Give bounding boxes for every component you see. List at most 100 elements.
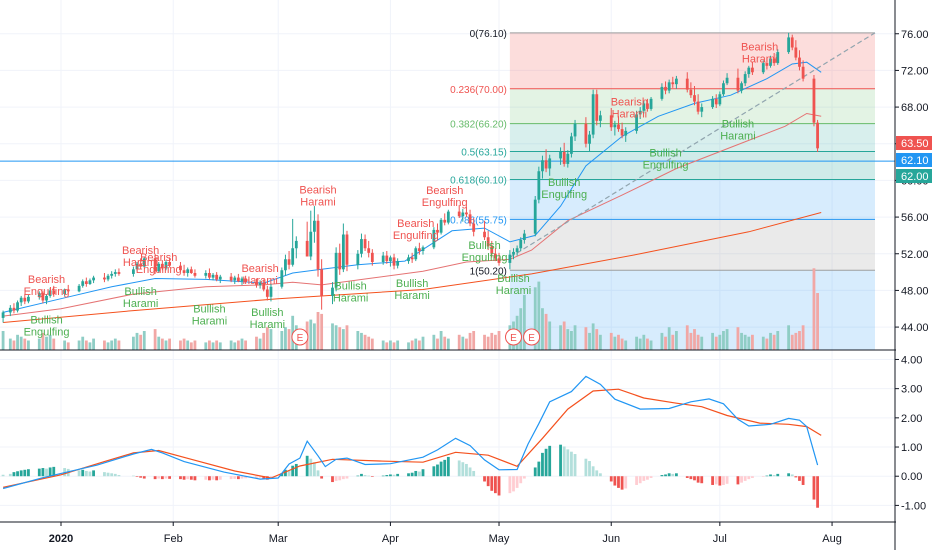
histogram-bar xyxy=(81,469,85,477)
volume-bar xyxy=(660,332,664,350)
pattern-label: Bearish xyxy=(426,185,463,197)
histogram-bar xyxy=(740,476,743,483)
candle-body xyxy=(446,211,450,223)
signal-line xyxy=(2,388,822,488)
histogram-bar xyxy=(566,449,570,477)
histogram-bar xyxy=(522,476,526,479)
histogram-bar xyxy=(736,476,740,485)
histogram-bar xyxy=(48,467,52,477)
histogram-bar xyxy=(23,469,27,477)
pattern-label: Harami xyxy=(123,257,158,269)
candle-body xyxy=(675,78,678,85)
volume-bar xyxy=(685,325,689,350)
histogram-bar xyxy=(88,471,92,477)
candle-body xyxy=(671,82,675,85)
candle-body xyxy=(620,129,624,136)
candle-body xyxy=(490,246,494,254)
volume-bar xyxy=(743,334,747,350)
candle-body xyxy=(218,276,222,280)
histogram-bar xyxy=(664,474,667,477)
candle-body xyxy=(381,255,385,262)
volume-bar xyxy=(309,319,313,350)
histogram-bar xyxy=(291,465,295,477)
candle-body xyxy=(103,277,106,280)
macd-axis-label: -1.00 xyxy=(901,500,926,512)
histogram-bar xyxy=(675,473,678,477)
histogram-bar xyxy=(544,448,548,477)
histogram-bar xyxy=(8,473,12,477)
histogram-bar xyxy=(765,475,769,477)
histogram-bar xyxy=(157,476,161,479)
pattern-label: Engulfing xyxy=(136,264,182,276)
histogram-bar xyxy=(432,466,436,477)
volume-bar xyxy=(19,336,23,350)
candle-body xyxy=(609,115,613,128)
candle-body xyxy=(486,237,490,247)
volume-bar xyxy=(258,338,262,350)
volume-bar xyxy=(284,327,287,350)
volume-bar xyxy=(331,323,334,350)
volume-bar xyxy=(446,338,450,350)
candle-body xyxy=(638,110,642,115)
price-tag-label: 63.50 xyxy=(901,138,929,150)
candle-body xyxy=(66,289,70,292)
candle-body xyxy=(533,199,537,234)
candle-body xyxy=(519,240,523,249)
histogram-bar xyxy=(113,473,117,477)
time-axis-label: Apr xyxy=(382,533,399,545)
pattern-label: Engulfing xyxy=(643,160,689,172)
volume-bar xyxy=(751,334,754,350)
histogram-bar xyxy=(168,476,171,479)
volume-bar xyxy=(522,294,526,350)
histogram-bar xyxy=(287,470,291,477)
macd-axis: 4.00 3.00 2.00 1.00 0.00 -1.00 xyxy=(895,354,926,512)
histogram-bar xyxy=(591,466,595,477)
histogram-bar xyxy=(164,476,168,479)
histogram-bar xyxy=(284,469,287,477)
histogram-bar xyxy=(667,473,671,477)
candle-body xyxy=(63,289,67,295)
pattern-label: Harami xyxy=(250,319,285,331)
volume-bar xyxy=(620,338,624,350)
volume-bar xyxy=(696,334,700,350)
earnings-marker xyxy=(505,328,522,346)
volume-bar xyxy=(182,338,186,350)
candle-body xyxy=(689,89,693,96)
histogram-bar xyxy=(436,464,439,477)
candle-body xyxy=(84,281,88,284)
pattern-label: Harami xyxy=(242,275,277,287)
candle-body xyxy=(334,252,338,288)
candle-body xyxy=(135,263,139,270)
volume-bar xyxy=(667,327,671,350)
candle-body xyxy=(548,158,552,169)
candle-body xyxy=(664,86,667,91)
fib-level-label: 0.618(60.10) xyxy=(450,176,507,187)
candle-body xyxy=(816,122,819,149)
price-axis-label: 52.00 xyxy=(901,249,929,261)
histogram-bar xyxy=(769,474,772,477)
histogram-bar xyxy=(624,476,628,489)
volume-bar xyxy=(421,336,425,350)
pattern-label: Bullish xyxy=(548,177,580,189)
candle-body xyxy=(189,269,193,273)
volume-bar xyxy=(570,331,573,350)
candle-body xyxy=(160,263,164,269)
histogram-bar xyxy=(92,470,95,477)
candle-body xyxy=(356,253,360,265)
histogram-bar xyxy=(255,476,258,478)
candle-body xyxy=(432,229,436,248)
histogram-bar xyxy=(794,476,798,478)
candle-body xyxy=(443,219,447,223)
histogram-bar xyxy=(533,467,537,477)
candle-body xyxy=(812,78,816,123)
volume-bar xyxy=(338,327,342,350)
candle-body xyxy=(642,103,646,111)
fib-level-label: 0.382(66.20) xyxy=(450,120,507,131)
histogram-bar xyxy=(638,476,642,484)
pattern-label: Engulfing xyxy=(541,189,587,201)
histogram-bar xyxy=(16,471,19,477)
candle-body xyxy=(512,251,515,255)
volume-bar xyxy=(341,329,345,350)
candle-body xyxy=(740,83,743,91)
histogram-bar xyxy=(743,476,747,481)
